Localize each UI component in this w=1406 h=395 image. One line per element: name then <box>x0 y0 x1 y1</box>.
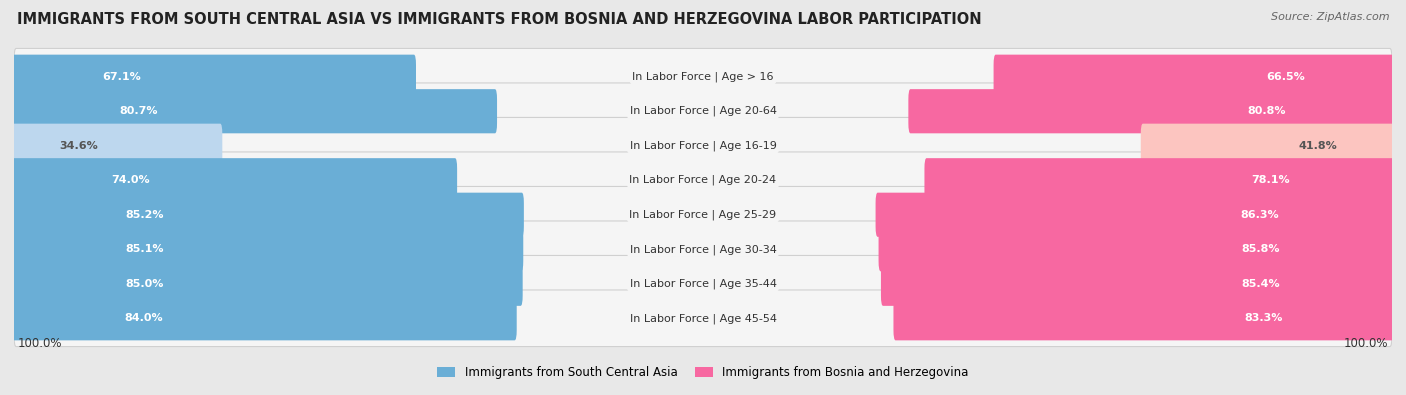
FancyBboxPatch shape <box>14 256 1392 312</box>
Text: In Labor Force | Age 20-64: In Labor Force | Age 20-64 <box>630 106 776 117</box>
FancyBboxPatch shape <box>882 261 1393 306</box>
Text: 85.4%: 85.4% <box>1241 279 1279 289</box>
Text: 84.0%: 84.0% <box>124 313 163 323</box>
FancyBboxPatch shape <box>994 55 1393 99</box>
FancyBboxPatch shape <box>14 83 1392 139</box>
FancyBboxPatch shape <box>13 296 517 340</box>
FancyBboxPatch shape <box>13 227 523 271</box>
Text: 100.0%: 100.0% <box>1344 337 1389 350</box>
FancyBboxPatch shape <box>13 124 222 168</box>
FancyBboxPatch shape <box>879 227 1393 271</box>
FancyBboxPatch shape <box>893 296 1393 340</box>
FancyBboxPatch shape <box>14 186 1392 243</box>
Text: Source: ZipAtlas.com: Source: ZipAtlas.com <box>1271 12 1389 22</box>
Text: In Labor Force | Age 25-29: In Labor Force | Age 25-29 <box>630 209 776 220</box>
Legend: Immigrants from South Central Asia, Immigrants from Bosnia and Herzegovina: Immigrants from South Central Asia, Immi… <box>433 361 973 384</box>
Text: 66.5%: 66.5% <box>1265 72 1305 82</box>
Text: 80.7%: 80.7% <box>120 106 159 116</box>
Text: 85.0%: 85.0% <box>125 279 165 289</box>
Text: 85.8%: 85.8% <box>1241 244 1279 254</box>
Text: In Labor Force | Age > 16: In Labor Force | Age > 16 <box>633 71 773 82</box>
FancyBboxPatch shape <box>13 89 498 134</box>
FancyBboxPatch shape <box>13 158 457 202</box>
Text: 78.1%: 78.1% <box>1251 175 1289 185</box>
Text: In Labor Force | Age 45-54: In Labor Force | Age 45-54 <box>630 313 776 324</box>
Text: 74.0%: 74.0% <box>111 175 149 185</box>
Text: 80.8%: 80.8% <box>1247 106 1286 116</box>
Text: In Labor Force | Age 35-44: In Labor Force | Age 35-44 <box>630 278 776 289</box>
FancyBboxPatch shape <box>13 193 524 237</box>
Text: In Labor Force | Age 20-24: In Labor Force | Age 20-24 <box>630 175 776 186</box>
FancyBboxPatch shape <box>14 152 1392 209</box>
Text: 67.1%: 67.1% <box>103 72 141 82</box>
FancyBboxPatch shape <box>14 117 1392 174</box>
Text: 86.3%: 86.3% <box>1240 210 1279 220</box>
FancyBboxPatch shape <box>876 193 1393 237</box>
FancyBboxPatch shape <box>13 55 416 99</box>
Text: 85.1%: 85.1% <box>125 244 165 254</box>
Text: 41.8%: 41.8% <box>1298 141 1337 151</box>
Text: IMMIGRANTS FROM SOUTH CENTRAL ASIA VS IMMIGRANTS FROM BOSNIA AND HERZEGOVINA LAB: IMMIGRANTS FROM SOUTH CENTRAL ASIA VS IM… <box>17 12 981 27</box>
Text: In Labor Force | Age 16-19: In Labor Force | Age 16-19 <box>630 141 776 151</box>
FancyBboxPatch shape <box>1140 124 1393 168</box>
Text: 85.2%: 85.2% <box>125 210 165 220</box>
FancyBboxPatch shape <box>925 158 1393 202</box>
Text: 34.6%: 34.6% <box>59 141 98 151</box>
Text: 83.3%: 83.3% <box>1244 313 1282 323</box>
FancyBboxPatch shape <box>14 221 1392 278</box>
FancyBboxPatch shape <box>14 49 1392 105</box>
FancyBboxPatch shape <box>13 261 523 306</box>
FancyBboxPatch shape <box>14 290 1392 346</box>
Text: 100.0%: 100.0% <box>17 337 62 350</box>
Text: In Labor Force | Age 30-34: In Labor Force | Age 30-34 <box>630 244 776 254</box>
FancyBboxPatch shape <box>908 89 1393 134</box>
